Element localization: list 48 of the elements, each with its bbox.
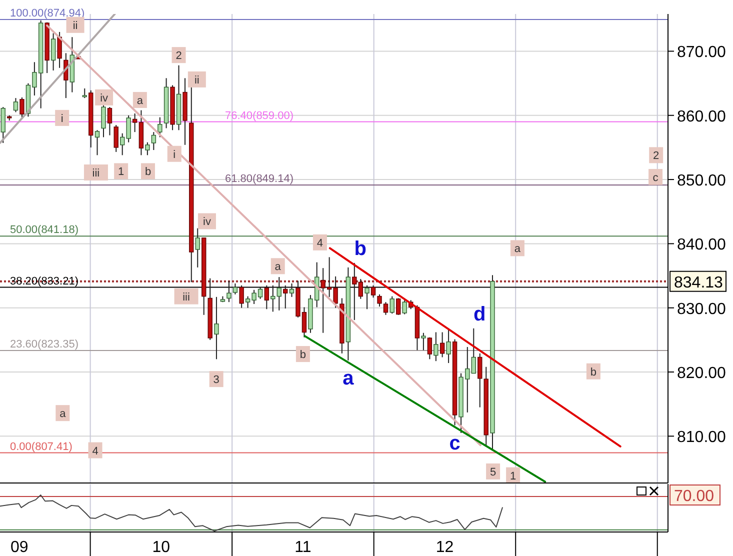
annotation: a bbox=[136, 94, 144, 107]
annotation: 1 bbox=[510, 470, 516, 482]
ref-line-label: 23.60(823.35) bbox=[10, 338, 78, 351]
y-tick-label: 850.00 bbox=[677, 172, 726, 190]
annotation: 4 bbox=[316, 237, 324, 250]
annotation: 2 bbox=[176, 50, 182, 62]
annotation: c bbox=[449, 432, 460, 454]
annotation: b bbox=[354, 238, 367, 260]
ref-line-label: 76.40(859.00) bbox=[225, 110, 294, 122]
annotation: b bbox=[300, 349, 306, 362]
ref-line-label: 61.80(849.14) bbox=[225, 173, 294, 186]
text: 70.00 bbox=[674, 488, 714, 505]
y-tick-label: 870.00 bbox=[677, 44, 726, 62]
ref-line-label: 834.13 bbox=[674, 274, 724, 292]
annotation: i bbox=[173, 148, 176, 161]
x-tick-label: 12 bbox=[436, 539, 454, 556]
y-tick-label: 860.00 bbox=[677, 108, 726, 126]
annotation: a bbox=[514, 243, 522, 256]
ref-line-label: 38.20(833.21) bbox=[10, 275, 78, 288]
annotation: 4 bbox=[92, 445, 98, 458]
annotation: a bbox=[342, 367, 355, 390]
annotation: 1 bbox=[118, 166, 124, 178]
y-tick-label: 840.00 bbox=[677, 236, 726, 254]
annotation: ii bbox=[194, 74, 200, 86]
annotation: a bbox=[60, 408, 67, 420]
ref-line-label: 50.00(841.18) bbox=[10, 224, 78, 236]
annotation: 3 bbox=[213, 374, 220, 386]
x-tick-label: 11 bbox=[294, 539, 312, 556]
annotation: iii bbox=[92, 167, 100, 180]
x-tick-label: 10 bbox=[152, 539, 170, 556]
annotation: iii bbox=[182, 291, 190, 304]
annotation: i bbox=[60, 112, 64, 125]
annotation: 2 bbox=[653, 150, 660, 162]
annotation: b bbox=[590, 366, 596, 378]
ref-line-label: 0.00(807.41) bbox=[10, 440, 72, 453]
annotation: iv bbox=[100, 92, 109, 104]
annotation: b bbox=[144, 166, 152, 178]
y-tick-label: 830.00 bbox=[677, 300, 726, 318]
annotation: iv bbox=[203, 216, 212, 228]
x-tick-label: 09 bbox=[10, 539, 28, 556]
annotation: a bbox=[274, 261, 282, 274]
ref-line-label: 100.00(874.94) bbox=[10, 8, 85, 20]
annotation: c bbox=[652, 172, 659, 184]
y-tick-label: 820.00 bbox=[677, 365, 726, 382]
annotation: ii bbox=[72, 20, 78, 32]
annotation: d bbox=[474, 303, 486, 326]
y-tick-label: 810.00 bbox=[677, 429, 726, 446]
annotation: 5 bbox=[490, 466, 496, 478]
